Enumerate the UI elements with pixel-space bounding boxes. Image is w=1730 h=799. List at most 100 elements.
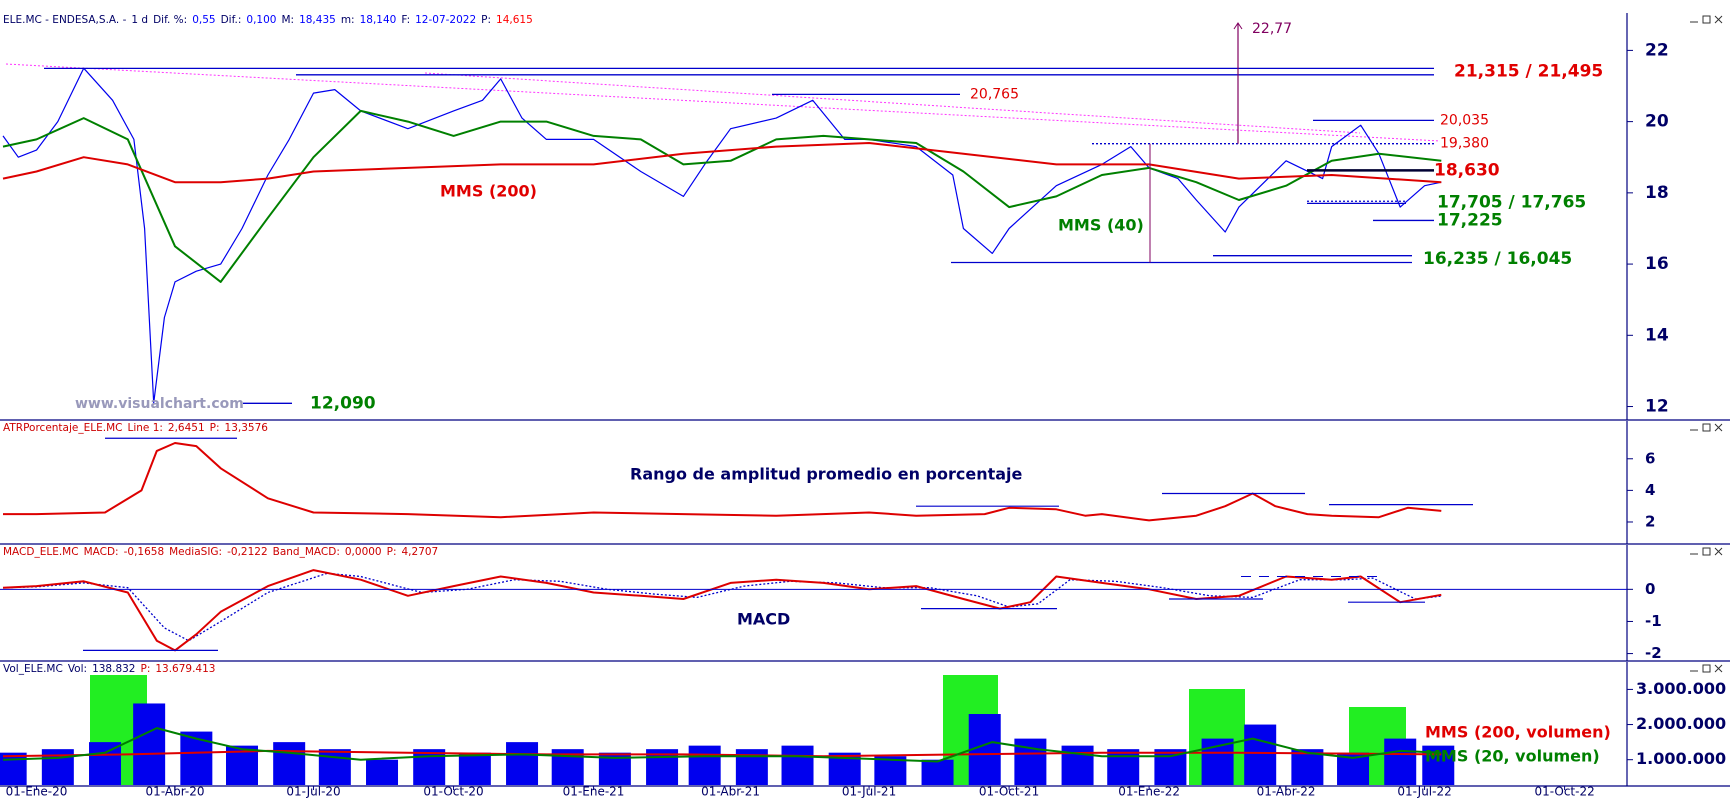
volume-bar xyxy=(921,759,954,785)
x-tick-label: 01-Jul-22 xyxy=(1397,785,1451,799)
volume-bar xyxy=(688,745,721,785)
header-item: F: xyxy=(401,14,410,26)
volume-bar xyxy=(1154,749,1187,785)
trend-line xyxy=(5,63,1441,142)
header-item: P: xyxy=(140,663,150,675)
series-line xyxy=(2,727,1442,763)
level-label: 17,705 / 17,765 xyxy=(1437,192,1586,212)
panel-header: ELE.MC - ENDESA,S.A. - 1 d Dif. %: 0,55 Dif.… xyxy=(3,14,533,26)
header-item: 0,0000 xyxy=(345,546,382,558)
header-item: -0,2122 xyxy=(227,546,268,558)
watermark: www.visualchart.com xyxy=(75,396,244,412)
close-icon xyxy=(1714,15,1723,24)
close-icon xyxy=(1714,547,1723,556)
maximize-icon xyxy=(1702,547,1711,556)
y-tick-label: 2 xyxy=(1645,512,1655,530)
volume-bar xyxy=(1107,749,1140,785)
close-icon xyxy=(1714,423,1723,432)
arrow-head xyxy=(1233,22,1243,30)
header-item: P: xyxy=(210,422,220,434)
header-item: ATRPorcentaje_ELE.MC xyxy=(3,422,122,434)
header-item: 138.832 xyxy=(92,663,135,675)
x-tick-label: 01-Ene-21 xyxy=(563,785,625,799)
header-item: ELE.MC - ENDESA,S.A. - xyxy=(3,14,127,26)
x-tick-label: 01-Abr-20 xyxy=(146,785,205,799)
volume-bar xyxy=(133,703,166,785)
header-item: 18,435 xyxy=(299,14,336,26)
x-tick-label: 01-Ene-20 xyxy=(6,785,68,799)
y-tick-label: 12 xyxy=(1645,397,1669,417)
series-line xyxy=(3,442,1442,522)
y-tick-label: 2.000.000 xyxy=(1636,714,1726,733)
volume-bar xyxy=(318,749,351,785)
y-tick-label: -1 xyxy=(1645,612,1662,630)
header-item: 18,140 xyxy=(360,14,397,26)
header-item: MediaSIG: xyxy=(169,546,222,558)
panel-header: Vol_ELE.MC Vol: 138.832 P: 13.679.413 xyxy=(3,663,215,675)
series-line xyxy=(2,109,1442,283)
y-tick-label: 4 xyxy=(1645,481,1655,499)
header-item: 2,6451 xyxy=(168,422,205,434)
level-label: 22,77 xyxy=(1252,21,1292,37)
header-item: 14,615 xyxy=(496,14,533,26)
y-tick-label: 6 xyxy=(1645,449,1655,467)
maximize-icon xyxy=(1702,664,1711,673)
header-item: Vol: xyxy=(68,663,87,675)
volume-bar xyxy=(458,752,491,785)
y-tick-label: 0 xyxy=(1645,580,1655,598)
volume-bar xyxy=(781,745,814,785)
series-line xyxy=(2,749,1442,758)
x-tick-label: 01-Oct-21 xyxy=(979,785,1039,799)
y-tick-label: 22 xyxy=(1645,40,1669,60)
volume-bar xyxy=(0,752,27,785)
x-tick-label: 01-Abr-22 xyxy=(1257,785,1316,799)
volume-bar xyxy=(273,742,306,785)
level-label: 17,225 xyxy=(1437,210,1503,230)
panel-note: MACD xyxy=(737,610,790,629)
series-line xyxy=(2,67,1442,404)
panel-note: Rango de amplitud promedio en porcentaje xyxy=(630,465,1023,484)
y-tick-label: 18 xyxy=(1645,183,1669,203)
close-icon xyxy=(1714,664,1723,673)
series-label: MMS (20, volumen) xyxy=(1425,747,1600,766)
header-item: Dif. %: xyxy=(153,14,187,26)
header-item: P: xyxy=(481,14,491,26)
level-label: 19,380 xyxy=(1440,136,1489,152)
x-tick-label: 01-Oct-22 xyxy=(1534,785,1594,799)
volume-bar xyxy=(1384,738,1417,785)
volume-bar xyxy=(1291,749,1324,785)
x-tick-label: 01-Jul-20 xyxy=(286,785,340,799)
header-item: MACD: xyxy=(84,546,119,558)
y-tick-label: 14 xyxy=(1645,325,1669,345)
header-item: 13.679.413 xyxy=(155,663,215,675)
trend-line xyxy=(424,72,1361,134)
level-label: 12,090 xyxy=(310,393,376,413)
header-item: 0,100 xyxy=(246,14,276,26)
y-tick-label: 16 xyxy=(1645,254,1669,274)
x-tick-label: 01-Oct-20 xyxy=(423,785,483,799)
header-item: P: xyxy=(387,546,397,558)
x-tick-label: 01-Jul-21 xyxy=(842,785,896,799)
series-label: MMS (200, volumen) xyxy=(1425,723,1611,742)
header-item: Line 1: xyxy=(127,422,162,434)
panel-header: ATRPorcentaje_ELE.MC Line 1: 2,6451 P: 13,35… xyxy=(3,422,268,434)
series-label: MMS (40) xyxy=(1058,216,1144,235)
y-tick-label: -2 xyxy=(1645,644,1662,662)
header-item: 12-07-2022 xyxy=(415,14,476,26)
maximize-icon xyxy=(1702,15,1711,24)
y-tick-label: 3.000.000 xyxy=(1636,679,1726,698)
y-tick-label: 20 xyxy=(1645,112,1669,132)
level-label: 16,235 / 16,045 xyxy=(1423,249,1572,269)
header-item: m: xyxy=(341,14,355,26)
series-line xyxy=(2,142,1442,184)
y-tick-label: 1.000.000 xyxy=(1636,749,1726,768)
header-item: 0,55 xyxy=(192,14,215,26)
header-item: Vol_ELE.MC xyxy=(3,663,63,675)
header-item: Dif.: xyxy=(221,14,242,26)
maximize-icon xyxy=(1702,423,1711,432)
header-item: -0,1658 xyxy=(124,546,165,558)
header-item: 4,2707 xyxy=(402,546,439,558)
